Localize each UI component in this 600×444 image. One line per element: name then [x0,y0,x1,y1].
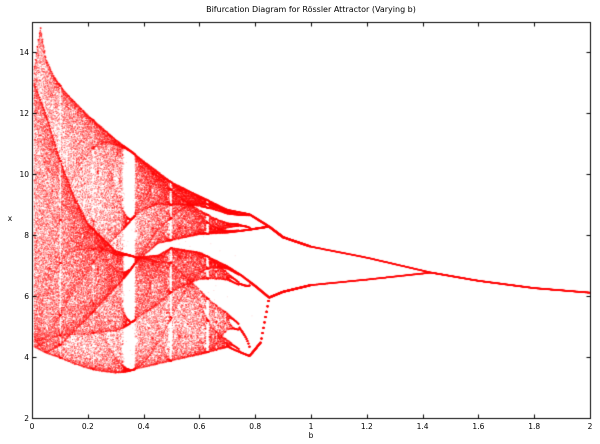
x-tick-label: 1 [308,422,314,431]
x-tick-label: 1.8 [528,422,541,431]
y-tick-label: 12 [19,109,29,119]
x-tick-label: 0.8 [249,422,262,431]
y-tick-label: 10 [19,170,29,180]
y-tick-label: 2 [24,414,29,423]
x-tick-label: 1.2 [360,422,373,431]
chart-title: Bifurcation Diagram for Rössler Attracto… [206,5,416,14]
x-tick-label: 0.4 [137,422,150,431]
y-axis-label: x [7,214,13,223]
x-tick-label: 1.4 [416,422,429,431]
x-axis-label: b [308,431,314,440]
y-tick-label: 14 [19,48,29,58]
y-tick-label: 6 [24,292,29,302]
y-tick-label: 4 [24,353,29,363]
x-tick-label: 0.2 [81,422,94,431]
x-tick-label: 0.6 [193,422,206,431]
x-tick-label: 0 [29,422,35,431]
y-tick-label: 8 [24,231,29,241]
x-tick-label: 1.6 [472,422,485,431]
x-tick-label: 2 [587,422,593,431]
